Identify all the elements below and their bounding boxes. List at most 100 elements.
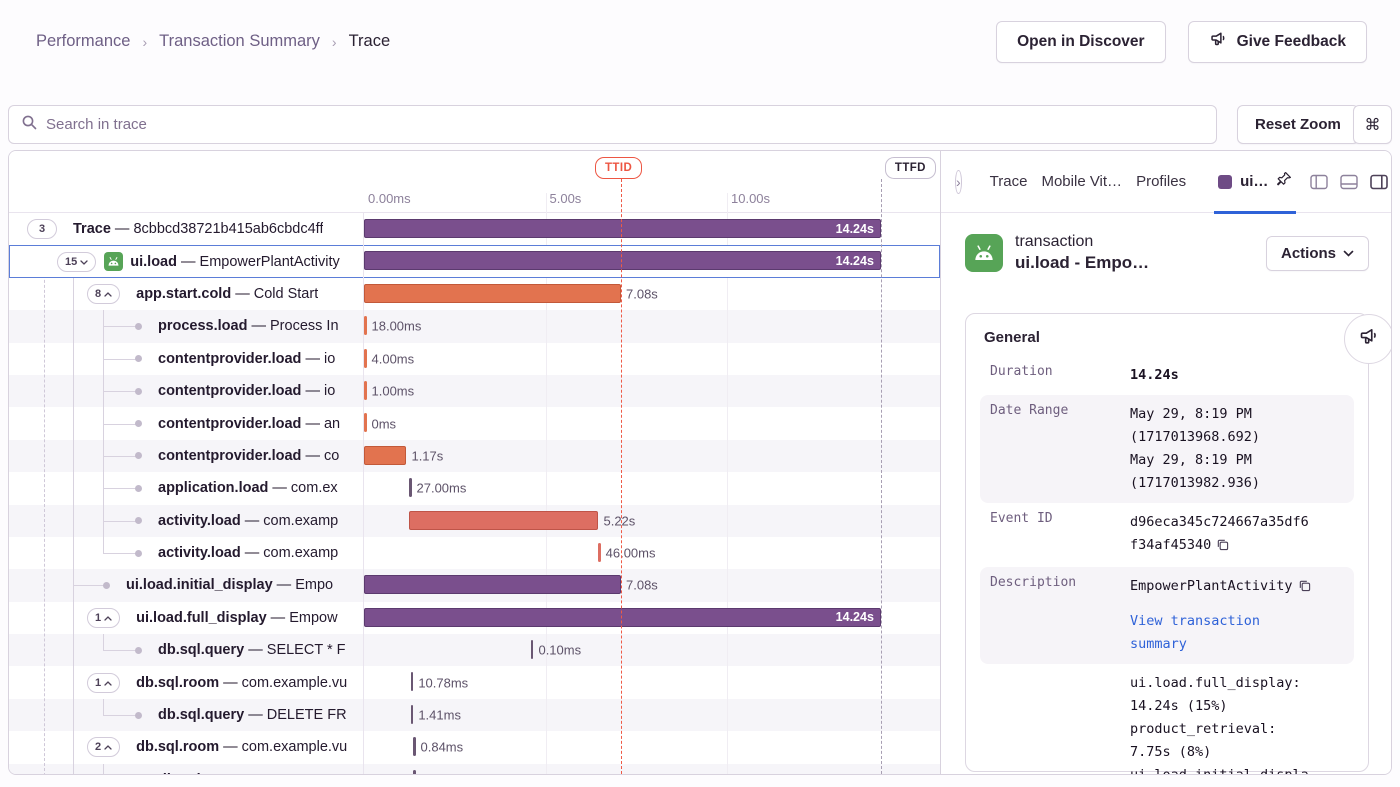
tab-span-details-active[interactable]: ui… — [1214, 151, 1296, 213]
expand-pill[interactable]: 1 — [87, 608, 120, 628]
span-lane[interactable]: 5.22s — [364, 505, 940, 537]
trace-row[interactable]: contentprovider.load — io4.00ms — [9, 343, 940, 375]
actions-button[interactable]: Actions — [1266, 236, 1369, 271]
expand-pill[interactable]: 8 — [87, 284, 120, 304]
span-duration-label: 5.22s — [603, 513, 635, 528]
open-in-discover-button[interactable]: Open in Discover — [996, 21, 1165, 63]
tab-trace[interactable]: Trace — [990, 173, 1028, 190]
trace-row[interactable]: activity.load — com.examp46.00ms — [9, 537, 940, 569]
span-description: — io — [301, 383, 335, 399]
trace-row[interactable]: 8app.start.cold — Cold Start7.08s — [9, 278, 940, 310]
span-lane[interactable]: 1.00ms — [364, 375, 940, 407]
span-lane[interactable]: 14.24s — [364, 602, 940, 634]
search-input[interactable] — [46, 116, 1204, 133]
trace-row[interactable]: contentprovider.load — co1.17s — [9, 440, 940, 472]
span-lane[interactable]: 46.00ms — [364, 537, 940, 569]
trace-row[interactable]: db.sql.query — DELETE FR1.41ms — [9, 699, 940, 731]
span-bar[interactable]: 14.24s — [364, 219, 881, 238]
kv-value-line: EmpowerPlantActivity — [1130, 575, 1344, 600]
dock-right-icon[interactable] — [1370, 174, 1388, 190]
span-lane[interactable]: 0ms — [364, 407, 940, 439]
copy-icon[interactable] — [1216, 536, 1229, 559]
span-lane[interactable]: 14.24s — [364, 245, 940, 277]
span-lane[interactable]: 7.08s — [364, 569, 940, 601]
tab-profiles[interactable]: Profiles — [1136, 173, 1186, 190]
expand-pill[interactable]: 3 — [27, 219, 57, 239]
span-lane[interactable]: 0.10ms — [364, 634, 940, 666]
trace-row[interactable]: activity.load — com.examp5.22s — [9, 505, 940, 537]
tab-mobile-vitals[interactable]: Mobile Vit… — [1041, 173, 1122, 190]
span-bar[interactable] — [364, 381, 367, 400]
span-dot — [103, 582, 110, 589]
trace-row[interactable]: db.sql.query — SELECT * F0.10ms — [9, 634, 940, 666]
span-lane[interactable]: 0.84ms — [364, 731, 940, 763]
span-bar[interactable]: 14.24s — [364, 251, 881, 270]
pill-count: 3 — [39, 223, 45, 235]
give-feedback-button[interactable]: Give Feedback — [1188, 21, 1367, 63]
span-bar[interactable] — [364, 413, 367, 432]
dock-bottom-icon[interactable] — [1340, 174, 1358, 190]
span-bar[interactable] — [409, 478, 412, 497]
span-bar[interactable] — [411, 672, 414, 691]
span-bar[interactable] — [364, 575, 621, 594]
span-tree-cell: process.load — Process In — [9, 310, 364, 342]
copy-icon[interactable] — [1298, 577, 1311, 600]
trace-row[interactable]: 1ui.load.full_display — Empow14.24s — [9, 602, 940, 634]
span-lane[interactable]: 4.00ms — [364, 343, 940, 375]
span-lane[interactable]: 0.7 — [364, 764, 940, 775]
span-bar[interactable] — [364, 349, 367, 368]
span-lane[interactable]: 14.24s — [364, 213, 940, 245]
span-bar[interactable]: 14.24s — [364, 608, 881, 627]
view-transaction-summary-link[interactable]: View transactionsummary — [1130, 610, 1344, 656]
general-section-card: General Duration14.24sDate RangeMay 29, … — [965, 313, 1369, 772]
span-bar[interactable] — [411, 705, 414, 724]
span-lane[interactable]: 18.00ms — [364, 310, 940, 342]
span-description: — com.examp — [241, 545, 339, 561]
span-bar[interactable] — [598, 543, 601, 562]
trace-row[interactable]: contentprovider.load — io 1.00ms — [9, 375, 940, 407]
trace-row[interactable]: 2db.sql.room — com.example.vu0.84ms — [9, 731, 940, 763]
link-line: summary — [1130, 633, 1344, 656]
trace-row[interactable]: ui.load.initial_display — Empo7.08s — [9, 569, 940, 601]
trace-row[interactable]: 1db.sql.room — com.example.vu10.78ms — [9, 666, 940, 698]
pin-icon[interactable] — [1276, 171, 1292, 192]
span-dot — [135, 388, 142, 395]
span-duration-label: 7.08s — [626, 578, 658, 593]
dock-left-icon[interactable] — [1310, 174, 1328, 190]
span-lane[interactable]: 7.08s — [364, 278, 940, 310]
search-bar[interactable] — [8, 105, 1217, 144]
collapse-panel-icon[interactable]: › — [955, 170, 962, 194]
span-lane[interactable]: 1.41ms — [364, 699, 940, 731]
feedback-fab-button[interactable] — [1344, 314, 1392, 364]
span-lane[interactable]: 10.78ms — [364, 666, 940, 698]
span-bar[interactable] — [364, 446, 406, 465]
pill-count: 2 — [95, 741, 101, 753]
span-bar[interactable] — [364, 316, 367, 335]
span-bar[interactable] — [531, 640, 534, 659]
tree-connector — [103, 456, 139, 457]
trace-row[interactable]: contentprovider.load — an0ms — [9, 407, 940, 439]
span-bar[interactable] — [413, 737, 416, 756]
expand-pill[interactable]: 15 — [57, 252, 96, 272]
breadcrumb-performance[interactable]: Performance — [36, 32, 130, 51]
span-duration-label: 0ms — [372, 416, 397, 431]
expand-pill[interactable]: 1 — [87, 673, 120, 693]
span-duration-label: 7.08s — [626, 286, 658, 301]
expand-pill[interactable]: 2 — [87, 737, 120, 757]
span-bar[interactable] — [364, 284, 621, 303]
span-lane[interactable]: 27.00ms — [364, 472, 940, 504]
span-bar[interactable] — [413, 770, 416, 775]
trace-row[interactable]: 3Trace — 8cbbcd38721b415ab6cbdc4ff14.24s — [9, 213, 940, 245]
reset-zoom-button[interactable]: Reset Zoom — [1237, 105, 1359, 144]
tree-guide — [44, 245, 45, 775]
breadcrumb-transaction-summary[interactable]: Transaction Summary — [159, 32, 320, 51]
span-bar[interactable] — [409, 511, 598, 530]
trace-row[interactable]: 15ui.load — EmpowerPlantActivity14.24s — [9, 245, 940, 277]
trace-row[interactable]: db.sql.query — INSERT OR0.7 — [9, 764, 940, 775]
span-op: contentprovider.load — [158, 383, 301, 399]
trace-row[interactable]: application.load — com.ex27.00ms — [9, 472, 940, 504]
app-header: Performance › Transaction Summary › Trac… — [0, 0, 1400, 83]
trace-row[interactable]: process.load — Process In18.00ms — [9, 310, 940, 342]
shortcut-button[interactable]: ⌘ — [1353, 105, 1392, 144]
span-lane[interactable]: 1.17s — [364, 440, 940, 472]
